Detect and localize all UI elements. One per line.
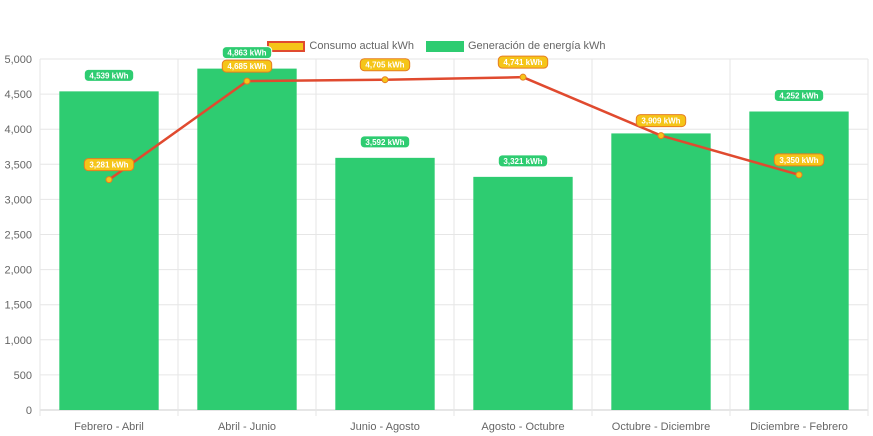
data-label-box: [221, 46, 273, 60]
bar: [611, 133, 711, 411]
data-label: 4,252 kWh: [779, 92, 818, 101]
x-tick-label: Junio - Agosto: [350, 421, 420, 433]
legend-swatch-generacion: [425, 40, 464, 52]
y-tick-label: 4,500: [4, 89, 32, 101]
data-label-box: [359, 135, 411, 149]
data-label-box: [221, 59, 273, 73]
legend: Consumo actual kWh Generación de energía…: [0, 38, 873, 54]
data-label: 4,741 kWh: [503, 58, 542, 67]
y-tick-label: 1,500: [4, 300, 32, 312]
x-tick-label: Abril - Junio: [218, 421, 276, 433]
data-label-box: [497, 55, 549, 69]
bar: [59, 91, 159, 411]
bar: [197, 68, 297, 410]
data-label-box: [635, 114, 687, 128]
x-tick-label: Agosto - Octubre: [481, 421, 564, 433]
line-point: [105, 176, 113, 184]
y-tick-label: 2,500: [4, 230, 32, 242]
y-tick-label: 3,000: [4, 194, 32, 206]
line-point: [519, 73, 527, 81]
data-label-box: [497, 154, 549, 168]
data-label: 4,863 kWh: [227, 49, 266, 58]
data-label: 3,592 kWh: [365, 138, 404, 147]
legend-label-generacion: Generación de energía kWh: [467, 40, 606, 52]
data-label: 4,539 kWh: [89, 71, 128, 80]
y-tick-label: 5,000: [4, 54, 32, 66]
line-point: [795, 171, 803, 179]
data-label-box: [773, 153, 825, 167]
bar: [473, 176, 573, 410]
data-label: 3,321 kWh: [503, 157, 542, 166]
x-tick-label: Febrero - Abril: [74, 421, 144, 433]
line-consumo: [108, 75, 800, 181]
data-label-box: [773, 89, 825, 103]
legend-swatch-consumo: [267, 40, 306, 52]
data-label-box: [359, 58, 411, 72]
line-point: [381, 76, 389, 84]
y-tick-label: 1,000: [4, 335, 32, 347]
y-tick-label: 4,000: [4, 124, 32, 136]
data-label: 3,909 kWh: [641, 117, 680, 126]
legend-item-generacion[interactable]: Generación de energía kWh: [425, 40, 606, 52]
line-point: [657, 132, 665, 140]
x-tick-label: Octubre - Diciembre: [612, 421, 710, 433]
y-tick-label: 2,000: [4, 265, 32, 277]
data-label: 4,685 kWh: [227, 62, 266, 71]
bar: [335, 157, 435, 410]
y-tick-label: 3,500: [4, 159, 32, 171]
data-label: 4,705 kWh: [365, 61, 404, 70]
x-tick-label: Diciembre - Febrero: [750, 421, 848, 433]
data-label-box: [83, 68, 135, 82]
legend-item-consumo[interactable]: Consumo actual kWh: [267, 40, 414, 52]
data-label-box: [83, 158, 135, 172]
data-label: 3,281 kWh: [89, 161, 128, 170]
line-point: [243, 77, 251, 85]
y-tick-label: 0: [26, 405, 32, 417]
y-tick-label: 500: [14, 370, 32, 382]
data-label: 3,350 kWh: [779, 156, 818, 165]
legend-label-consumo: Consumo actual kWh: [309, 40, 414, 52]
